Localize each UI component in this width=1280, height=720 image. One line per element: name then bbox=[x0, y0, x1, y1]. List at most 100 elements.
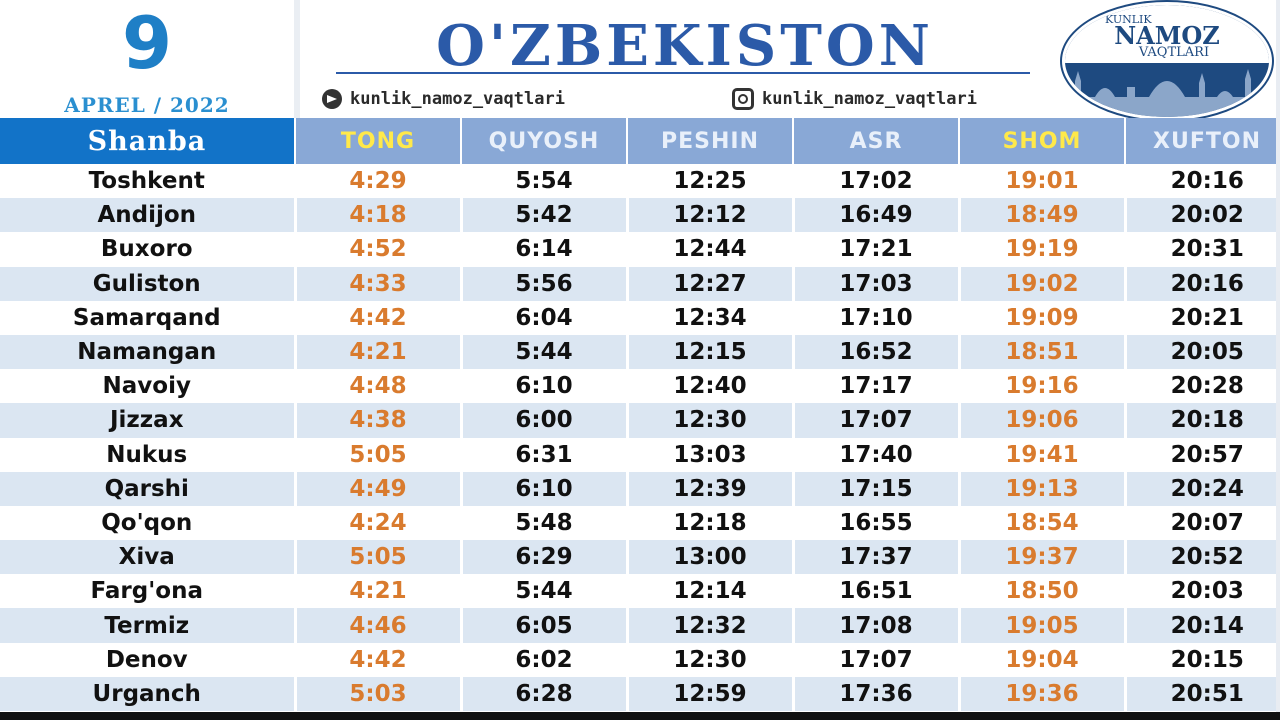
prayer-time-cell: 5:42 bbox=[459, 198, 627, 233]
prayer-time-cell: 5:48 bbox=[459, 505, 627, 541]
prayer-time-cell: 20:24 bbox=[1123, 471, 1280, 506]
title-underline bbox=[336, 72, 1030, 74]
city-name: Termiz bbox=[0, 608, 295, 643]
table-row: Qarshi 4:49 6:10 12:39 17:15 19:13 20:24 bbox=[0, 471, 1280, 506]
table-row: Andijon 4:18 5:42 12:12 16:49 18:49 20:02 bbox=[0, 198, 1280, 233]
prayer-time-cell: 19:04 bbox=[957, 642, 1125, 677]
prayer-time-cell: 6:10 bbox=[459, 369, 627, 404]
prayer-time-cell: 16:55 bbox=[791, 505, 959, 541]
page-title: O'ZBEKISTON bbox=[436, 13, 934, 79]
prayer-time-cell: 20:52 bbox=[1123, 540, 1280, 575]
prayer-time-cell: 18:54 bbox=[957, 505, 1125, 541]
prayer-time-cell: 20:28 bbox=[1123, 369, 1280, 404]
prayer-time-cell: 6:00 bbox=[459, 403, 627, 438]
prayer-time-cell: 18:49 bbox=[957, 198, 1125, 233]
prayer-time-cell: 13:00 bbox=[625, 540, 793, 575]
prayer-time-cell: 12:25 bbox=[625, 164, 793, 199]
prayer-time-cell: 12:18 bbox=[625, 505, 793, 541]
telegram-label: kunlik_namoz_vaqtlari bbox=[350, 89, 565, 109]
prayer-time-cell: 17:37 bbox=[791, 540, 959, 575]
table-row: Jizzax 4:38 6:00 12:30 17:07 19:06 20:18 bbox=[0, 403, 1280, 438]
day-number: 9 bbox=[121, 1, 173, 85]
prayer-time-cell: 16:52 bbox=[791, 334, 959, 370]
prayer-time-cell: 17:10 bbox=[791, 300, 959, 335]
prayer-time-cell: 12:27 bbox=[625, 266, 793, 301]
table-row: Farg'ona 4:21 5:44 12:14 16:51 18:50 20:03 bbox=[0, 574, 1280, 609]
city-name: Samarqand bbox=[0, 300, 295, 335]
prayer-time-cell: 17:02 bbox=[791, 164, 959, 199]
prayer-time-cell: 12:30 bbox=[625, 403, 793, 438]
prayer-time-cell: 4:18 bbox=[293, 198, 461, 233]
prayer-time-cell: 17:21 bbox=[791, 232, 959, 267]
prayer-time-cell: 19:06 bbox=[957, 403, 1125, 438]
divider bbox=[294, 0, 300, 118]
city-name: Toshkent bbox=[0, 164, 295, 199]
prayer-time-cell: 20:31 bbox=[1123, 232, 1280, 267]
prayer-time-cell: 20:57 bbox=[1123, 437, 1280, 472]
prayer-time-cell: 6:29 bbox=[459, 540, 627, 575]
prayer-time-cell: 6:04 bbox=[459, 300, 627, 335]
prayer-time-cell: 20:14 bbox=[1123, 608, 1280, 643]
prayer-time-cell: 4:48 bbox=[293, 369, 461, 404]
table-row: Toshkent 4:29 5:54 12:25 17:02 19:01 20:16 bbox=[0, 164, 1280, 199]
prayer-time-cell: 17:40 bbox=[791, 437, 959, 472]
col-header-shom: SHOM bbox=[958, 118, 1125, 164]
prayer-time-cell: 12:14 bbox=[625, 574, 793, 609]
table-row: Nukus 5:05 6:31 13:03 17:40 19:41 20:57 bbox=[0, 437, 1280, 472]
prayer-time-cell: 20:16 bbox=[1123, 266, 1280, 301]
prayer-time-cell: 17:15 bbox=[791, 471, 959, 506]
prayer-time-cell: 19:01 bbox=[957, 164, 1125, 199]
prayer-time-cell: 6:05 bbox=[459, 608, 627, 643]
city-name: Urganch bbox=[0, 676, 295, 711]
table-row: Guliston 4:33 5:56 12:27 17:03 19:02 20:16 bbox=[0, 266, 1280, 301]
prayer-time-cell: 20:02 bbox=[1123, 198, 1280, 233]
prayer-time-cell: 12:44 bbox=[625, 232, 793, 267]
prayer-time-cell: 19:09 bbox=[957, 300, 1125, 335]
city-name: Denov bbox=[0, 642, 295, 677]
prayer-time-cell: 4:29 bbox=[293, 164, 461, 199]
logo-line2: NAMOZ bbox=[1114, 21, 1220, 50]
city-name: Namangan bbox=[0, 334, 295, 370]
prayer-time-cell: 19:05 bbox=[957, 608, 1125, 643]
brand-logo: KUNLIK NAMOZ VAQTLARI bbox=[1062, 2, 1272, 120]
prayer-time-cell: 12:30 bbox=[625, 642, 793, 677]
prayer-time-cell: 4:42 bbox=[293, 300, 461, 335]
table-row: Urganch 5:03 6:28 12:59 17:36 19:36 20:51 bbox=[0, 676, 1280, 711]
table-row: Denov 4:42 6:02 12:30 17:07 19:04 20:15 bbox=[0, 642, 1280, 677]
prayer-time-cell: 16:49 bbox=[791, 198, 959, 233]
table-row: Buxoro 4:52 6:14 12:44 17:21 19:19 20:31 bbox=[0, 232, 1280, 267]
telegram-handle[interactable]: kunlik_namoz_vaqtlari bbox=[322, 88, 565, 110]
prayer-time-cell: 12:34 bbox=[625, 300, 793, 335]
prayer-time-cell: 20:03 bbox=[1123, 574, 1280, 609]
table-row: Xiva 5:05 6:29 13:00 17:37 19:37 20:52 bbox=[0, 540, 1280, 575]
prayer-time-cell: 12:39 bbox=[625, 471, 793, 506]
instagram-handle[interactable]: kunlik_namoz_vaqtlari bbox=[732, 88, 977, 110]
prayer-time-cell: 17:07 bbox=[791, 403, 959, 438]
prayer-time-cell: 5:54 bbox=[459, 164, 627, 199]
table-row: Samarqand 4:42 6:04 12:34 17:10 19:09 20:21 bbox=[0, 300, 1280, 335]
prayer-time-cell: 20:05 bbox=[1123, 334, 1280, 370]
prayer-time-cell: 17:08 bbox=[791, 608, 959, 643]
logo-line3: VAQTLARI bbox=[1138, 45, 1210, 60]
bottom-edge bbox=[0, 712, 1280, 720]
prayer-times-table: Shanba TONG QUYOSH PESHIN ASR SHOM XUFTO… bbox=[0, 118, 1280, 711]
city-name: Farg'ona bbox=[0, 574, 295, 609]
city-name: Jizzax bbox=[0, 403, 295, 438]
telegram-icon bbox=[322, 89, 342, 109]
col-header-xufton: XUFTON bbox=[1124, 118, 1280, 164]
prayer-time-cell: 19:36 bbox=[957, 676, 1125, 711]
prayer-time-cell: 19:16 bbox=[957, 369, 1125, 404]
city-name: Qo'qon bbox=[0, 505, 295, 541]
prayer-time-cell: 5:03 bbox=[293, 676, 461, 711]
city-name: Navoiy bbox=[0, 369, 295, 404]
prayer-time-cell: 4:21 bbox=[293, 334, 461, 370]
prayer-time-cell: 5:44 bbox=[459, 574, 627, 609]
city-name: Andijon bbox=[0, 198, 295, 233]
table-row: Namangan 4:21 5:44 12:15 16:52 18:51 20:05 bbox=[0, 334, 1280, 370]
prayer-time-cell: 4:33 bbox=[293, 266, 461, 301]
prayer-time-cell: 20:07 bbox=[1123, 505, 1280, 541]
col-header-quyosh: QUYOSH bbox=[460, 118, 627, 164]
prayer-time-cell: 19:13 bbox=[957, 471, 1125, 506]
right-edge bbox=[1276, 0, 1280, 720]
prayer-time-cell: 20:51 bbox=[1123, 676, 1280, 711]
